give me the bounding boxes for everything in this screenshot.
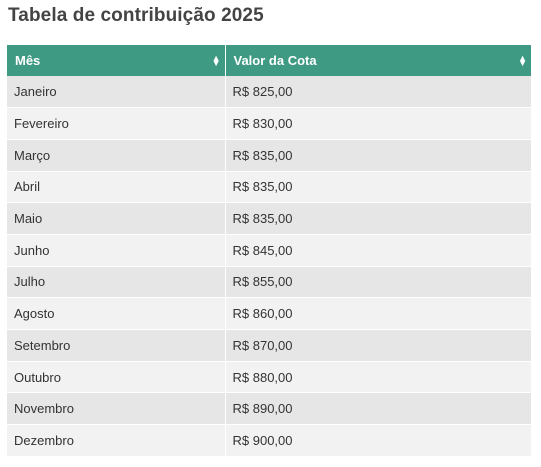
table-body: Janeiro R$ 825,00 Fevereiro R$ 830,00 Março R… (7, 76, 531, 457)
contribution-table: Mês ▲ ▼ Valor da Cota ▲ ▼ Janeiro R$ 825,00… (7, 45, 531, 457)
cell-mes: Junho (7, 234, 226, 267)
table-row: Julho R$ 855,00 (7, 266, 531, 299)
cell-valor: R$ 835,00 (225, 171, 531, 204)
table-row: Março R$ 835,00 (7, 139, 531, 172)
page-title: Tabela de contribuição 2025 (8, 5, 264, 26)
cell-valor: R$ 845,00 (225, 234, 531, 267)
cell-mes: Dezembro (7, 424, 226, 457)
cell-mes: Janeiro (7, 76, 226, 109)
table-row: Abril R$ 835,00 (7, 171, 531, 204)
table-row: Fevereiro R$ 830,00 (7, 107, 531, 140)
sort-icon[interactable]: ▲ ▼ (518, 52, 527, 68)
column-header-valor[interactable]: Valor da Cota ▲ ▼ (225, 45, 531, 76)
table-row: Setembro R$ 870,00 (7, 329, 531, 362)
cell-mes: Julho (7, 266, 226, 299)
column-header-label: Valor da Cota (233, 53, 317, 68)
table-header: Mês ▲ ▼ Valor da Cota ▲ ▼ (7, 45, 531, 76)
cell-mes: Maio (7, 202, 226, 235)
table-row: Junho R$ 845,00 (7, 234, 531, 267)
cell-mes: Março (7, 139, 226, 172)
cell-valor: R$ 835,00 (225, 202, 531, 235)
table-row: Novembro R$ 890,00 (7, 392, 531, 426)
cell-valor: R$ 835,00 (225, 139, 531, 172)
cell-valor: R$ 870,00 (225, 329, 531, 362)
cell-mes: Outubro (7, 361, 226, 394)
cell-valor: R$ 860,00 (225, 297, 531, 330)
table-row: Agosto R$ 860,00 (7, 297, 531, 330)
header-row: Mês ▲ ▼ Valor da Cota ▲ ▼ (7, 45, 531, 76)
cell-valor: R$ 890,00 (225, 392, 531, 426)
cell-mes: Setembro (7, 329, 226, 362)
cell-mes: Novembro (7, 392, 226, 426)
cell-mes: Abril (7, 171, 226, 204)
cell-valor: R$ 900,00 (225, 424, 531, 457)
cell-mes: Fevereiro (7, 107, 226, 140)
table-row: Maio R$ 835,00 (7, 202, 531, 235)
table-row: Dezembro R$ 900,00 (7, 424, 531, 457)
sort-icon[interactable]: ▲ ▼ (211, 52, 221, 68)
cell-valor: R$ 880,00 (225, 361, 531, 394)
table-row: Janeiro R$ 825,00 (7, 76, 531, 109)
cell-valor: R$ 855,00 (225, 266, 531, 299)
cell-valor: R$ 825,00 (225, 76, 531, 109)
cell-mes: Agosto (7, 297, 226, 330)
column-header-label: Mês (15, 53, 41, 68)
cell-valor: R$ 830,00 (225, 107, 531, 140)
column-header-mes[interactable]: Mês ▲ ▼ (7, 45, 226, 76)
table-row: Outubro R$ 880,00 (7, 361, 531, 394)
